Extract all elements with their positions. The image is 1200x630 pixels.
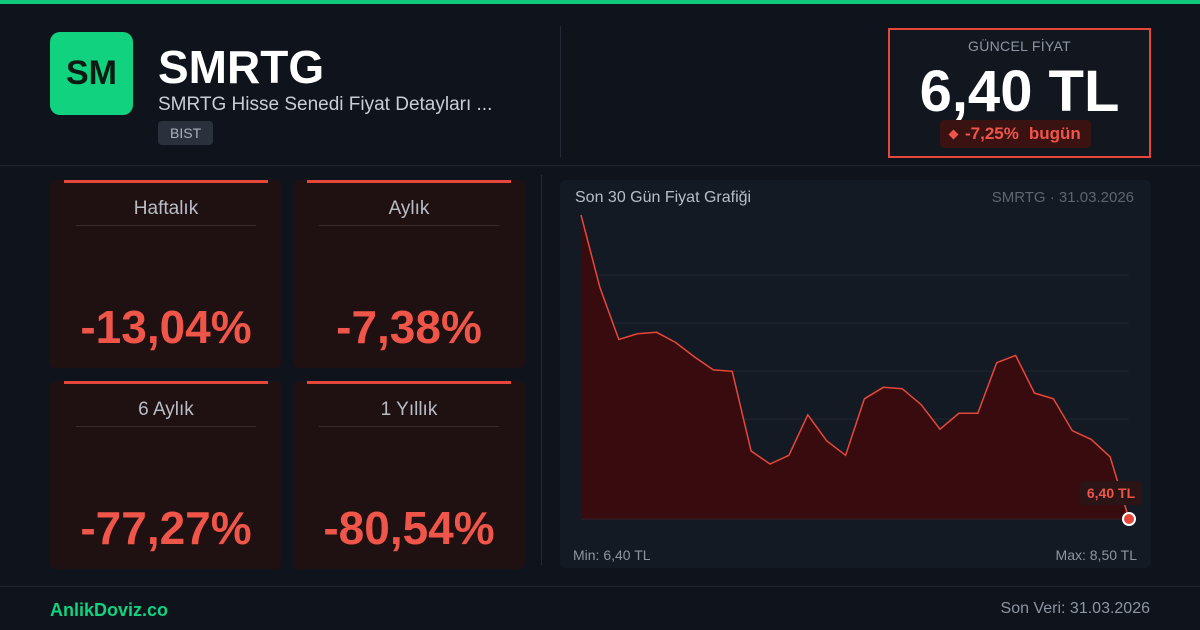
ticker-symbol: SMRTG [158, 41, 325, 93]
current-price-box: GÜNCEL FİYAT 6,40 TL -7,25% bugün [888, 28, 1151, 158]
current-price-value: 6,40 TL [919, 59, 1120, 124]
daily-change-value: -7,25% [965, 124, 1019, 143]
top-accent-bar [0, 0, 1200, 4]
price-area [581, 215, 1129, 519]
chart-max-label: Max: 8,50 TL [1055, 547, 1137, 563]
price-chart-panel: 6,40 TL Son 30 Gün Fiyat Grafiği SMRTG ·… [560, 180, 1151, 568]
card-divider [76, 225, 256, 226]
daily-change-suffix: bugün [1028, 124, 1081, 143]
price-line [580, 214, 1130, 520]
price-chart: 6,40 TL [580, 214, 1142, 526]
card-accent [64, 381, 268, 384]
page-subtitle: SMRTG Hisse Senedi Fiyat Detayları ... [158, 94, 493, 115]
card-value: -77,27% [80, 502, 252, 554]
card-accent [307, 381, 511, 384]
card-title: 1 Yıllık [380, 399, 438, 420]
card-divider [76, 426, 256, 427]
six-month-change-card: 6 Aylık -77,27% [50, 381, 282, 569]
header-separator [0, 165, 1200, 166]
last-price-badge [1080, 481, 1142, 505]
chart-title: Son 30 Gün Fiyat Grafiği [575, 189, 752, 206]
chart-min-label: Min: 6,40 TL [573, 547, 651, 563]
card-title: Aylık [388, 198, 430, 219]
card-accent [307, 180, 511, 183]
current-price-label: GÜNCEL FİYAT [968, 38, 1071, 54]
header-divider [560, 26, 561, 157]
yearly-change-card: 1 Yıllık -80,54% [293, 381, 525, 569]
card-value: -7,38% [336, 301, 482, 353]
card-value: -80,54% [323, 502, 495, 554]
last-price-marker [1122, 512, 1136, 526]
card-title: Haftalık [133, 198, 199, 219]
last-data-date: Son Veri: 31.03.2026 [1000, 600, 1150, 617]
stock-logo: SM [50, 32, 133, 115]
last-price-label: 6,40 TL [1087, 485, 1136, 501]
monthly-change-card: Aylık -7,38% [293, 180, 525, 368]
down-diamond-icon [948, 129, 959, 139]
footer-separator [0, 586, 1200, 587]
exchange-badge: BIST [158, 121, 214, 145]
weekly-change-card: Haftalık -13,04% [50, 180, 282, 368]
card-divider [319, 225, 499, 226]
card-divider [319, 426, 499, 427]
card-title: 6 Aylık [138, 399, 194, 420]
daily-change-badge: -7,25% bugün [940, 120, 1091, 148]
content-divider [541, 175, 542, 565]
brand-link[interactable]: AnlikDoviz.co [50, 600, 169, 620]
card-value: -13,04% [80, 301, 252, 353]
chart-meta: SMRTG · 31.03.2026 [991, 189, 1134, 206]
card-accent [64, 180, 268, 183]
